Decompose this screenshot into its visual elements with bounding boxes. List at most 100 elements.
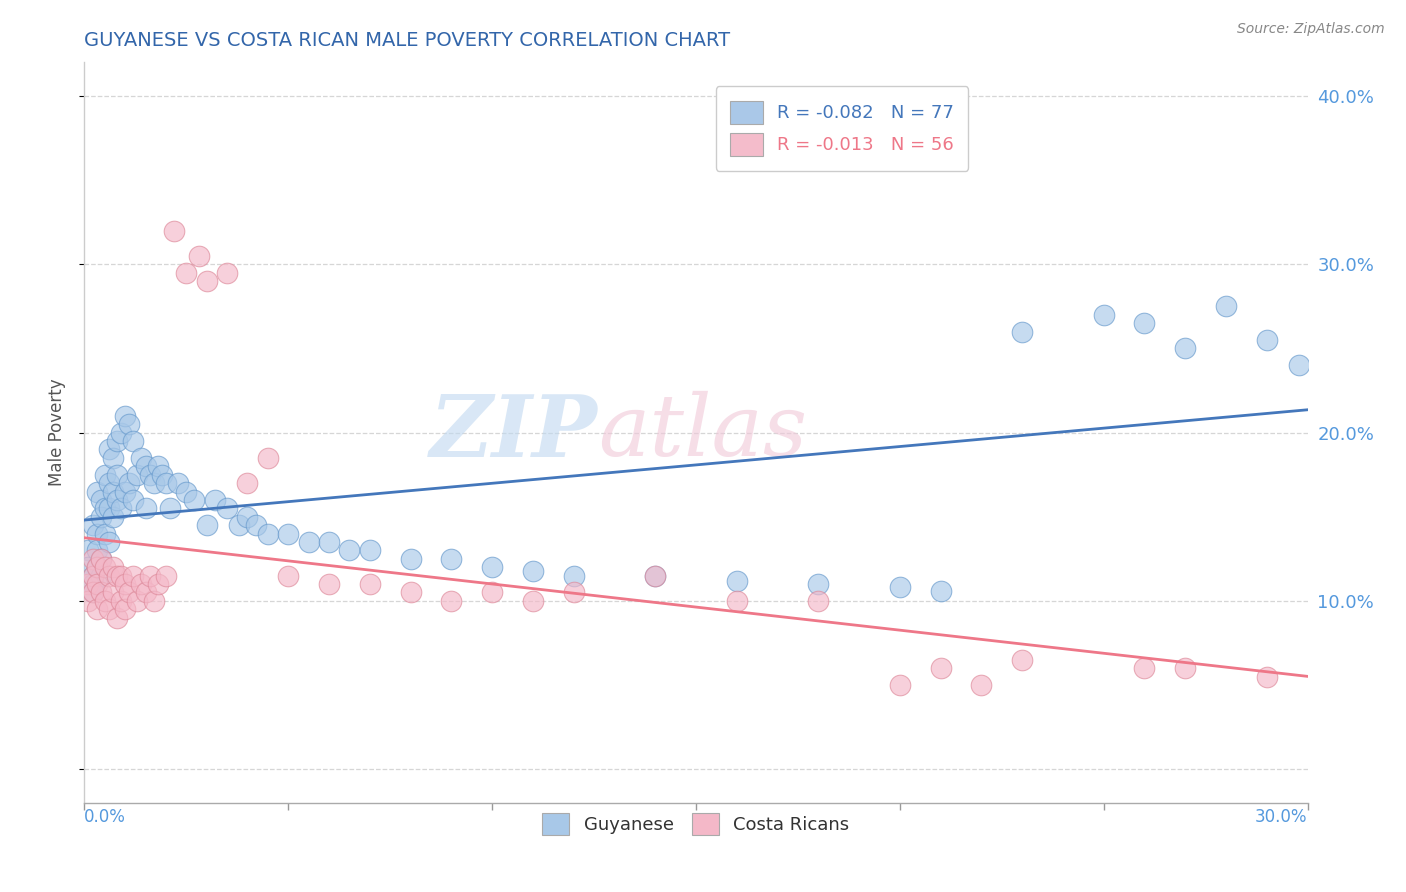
Point — [135, 501, 157, 516]
Point — [101, 484, 124, 499]
Point — [399, 585, 422, 599]
Point — [183, 492, 205, 507]
Point — [90, 568, 112, 582]
Point — [110, 594, 132, 608]
Point — [135, 585, 157, 599]
Point — [86, 526, 108, 541]
Text: Source: ZipAtlas.com: Source: ZipAtlas.com — [1237, 22, 1385, 37]
Point — [257, 450, 280, 465]
Point — [440, 594, 463, 608]
Point — [339, 543, 361, 558]
Point — [97, 501, 120, 516]
Point — [318, 535, 340, 549]
Point — [1011, 653, 1033, 667]
Point — [481, 585, 503, 599]
Point — [90, 492, 112, 507]
Point — [644, 568, 666, 582]
Point — [1174, 661, 1197, 675]
Point — [889, 678, 911, 692]
Point — [970, 678, 993, 692]
Point — [277, 568, 299, 582]
Point — [1133, 661, 1156, 675]
Point — [929, 583, 952, 598]
Point — [118, 585, 141, 599]
Text: 30.0%: 30.0% — [1256, 808, 1308, 826]
Point — [82, 585, 104, 599]
Point — [138, 568, 160, 582]
Point — [807, 577, 830, 591]
Point — [114, 484, 136, 499]
Point — [195, 274, 218, 288]
Point — [127, 467, 149, 482]
Point — [1256, 333, 1278, 347]
Point — [725, 574, 748, 588]
Point — [155, 568, 177, 582]
Point — [1011, 325, 1033, 339]
Point — [82, 585, 104, 599]
Legend: Guyanese, Costa Ricans: Guyanese, Costa Ricans — [536, 805, 856, 842]
Point — [146, 459, 169, 474]
Point — [217, 266, 239, 280]
Point — [122, 568, 145, 582]
Point — [101, 509, 124, 524]
Point — [277, 526, 299, 541]
Point — [929, 661, 952, 675]
Point — [167, 476, 190, 491]
Point — [90, 585, 112, 599]
Point — [359, 577, 381, 591]
Point — [110, 568, 132, 582]
Point — [86, 602, 108, 616]
Point — [97, 442, 120, 457]
Point — [1288, 359, 1310, 373]
Point — [77, 560, 100, 574]
Y-axis label: Male Poverty: Male Poverty — [48, 379, 66, 486]
Point — [93, 526, 115, 541]
Point — [174, 266, 197, 280]
Point — [245, 518, 267, 533]
Point — [135, 459, 157, 474]
Point — [82, 577, 104, 591]
Point — [97, 476, 120, 491]
Point — [217, 501, 239, 516]
Text: 0.0%: 0.0% — [84, 808, 127, 826]
Point — [195, 518, 218, 533]
Point — [522, 594, 544, 608]
Point — [118, 417, 141, 432]
Point — [236, 476, 259, 491]
Point — [155, 476, 177, 491]
Point — [562, 568, 585, 582]
Point — [77, 577, 100, 591]
Point — [1092, 308, 1115, 322]
Point — [90, 551, 112, 566]
Point — [90, 551, 112, 566]
Point — [1215, 300, 1237, 314]
Point — [101, 560, 124, 574]
Point — [127, 594, 149, 608]
Point — [90, 509, 112, 524]
Point — [101, 450, 124, 465]
Point — [142, 476, 165, 491]
Point — [97, 568, 120, 582]
Point — [114, 409, 136, 423]
Point — [236, 509, 259, 524]
Text: GUYANESE VS COSTA RICAN MALE POVERTY CORRELATION CHART: GUYANESE VS COSTA RICAN MALE POVERTY COR… — [84, 30, 731, 50]
Point — [97, 602, 120, 616]
Point — [159, 501, 181, 516]
Point — [889, 581, 911, 595]
Point — [93, 501, 115, 516]
Point — [1133, 316, 1156, 330]
Point — [93, 467, 115, 482]
Point — [86, 543, 108, 558]
Point — [82, 518, 104, 533]
Point — [110, 425, 132, 440]
Point — [82, 568, 104, 582]
Point — [105, 610, 128, 624]
Point — [1256, 670, 1278, 684]
Point — [77, 543, 100, 558]
Point — [122, 434, 145, 448]
Point — [105, 492, 128, 507]
Point — [298, 535, 321, 549]
Point — [77, 594, 100, 608]
Point — [204, 492, 226, 507]
Point — [122, 492, 145, 507]
